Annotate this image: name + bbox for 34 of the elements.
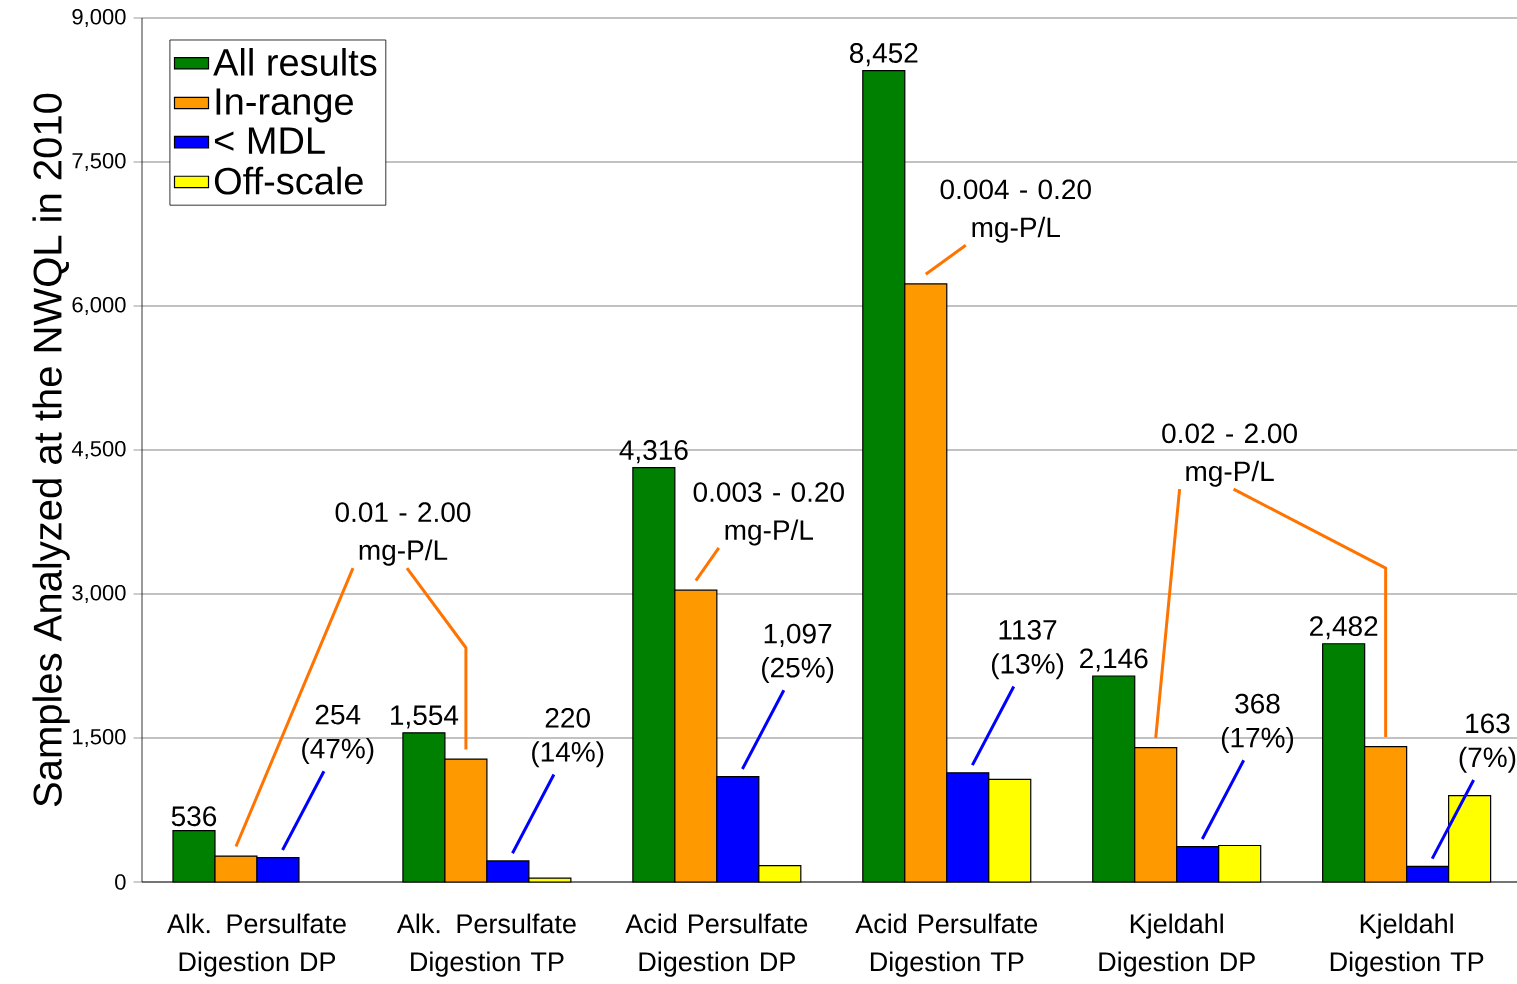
annotation: 0.003 - 0.20 mg-P/L [693, 482, 844, 546]
x-tick-label: Alk. Persulfate Digestion DP [166, 913, 346, 977]
data-label: 8,452 [849, 43, 918, 67]
legend-label: All results [213, 47, 377, 76]
annotation: 0.02 - 2.00 mg-P/L [1162, 423, 1297, 487]
data-label: 220 (14%) [532, 707, 604, 768]
x-tick-label: Kjeldahl Digestion DP [1099, 913, 1255, 977]
data-label: 2,482 [1310, 616, 1378, 640]
y-tick-label: 4,500 [71, 440, 126, 460]
x-tick-label: Alk. Persulfate Digestion TP [396, 913, 576, 977]
legend-label: In-range [216, 88, 353, 123]
data-label: 536 [171, 806, 217, 827]
data-label: 1,097 (25%) [762, 623, 834, 684]
x-tick-label: Acid Persulfate Digestion DP [625, 913, 808, 977]
y-tick-label: 7,500 [72, 152, 126, 172]
data-label: 163 (7%) [1459, 713, 1516, 773]
y-axis-title: Samples Analyzed at the NWQL in 2010 [32, 93, 70, 807]
legend-label: Off-scale [214, 166, 363, 195]
data-label: 368 (17%) [1221, 693, 1294, 754]
y-tick-label: 9,000 [72, 8, 126, 28]
legend-label: < MDL [214, 127, 325, 154]
data-label: 4,316 [619, 440, 688, 464]
y-tick-label: 0 [115, 874, 126, 890]
data-label: 1,554 [391, 705, 459, 729]
x-tick-label: Kjeldahl Digestion TP [1330, 913, 1484, 977]
annotation: 0.01 - 2.00 mg-P/L [335, 502, 471, 566]
data-label: 2,146 [1080, 648, 1148, 672]
data-label: 254 (47%) [302, 704, 374, 765]
y-tick-label: 6,000 [72, 296, 126, 316]
y-tick-label: 3,000 [72, 584, 126, 604]
x-tick-label: Acid Persulfate Digestion TP [855, 913, 1038, 977]
y-tick-label: 1,500 [73, 728, 126, 748]
data-label: 1137 (13%) [991, 619, 1064, 680]
annotation: 0.004 - 0.20 mg-P/L [940, 179, 1091, 243]
